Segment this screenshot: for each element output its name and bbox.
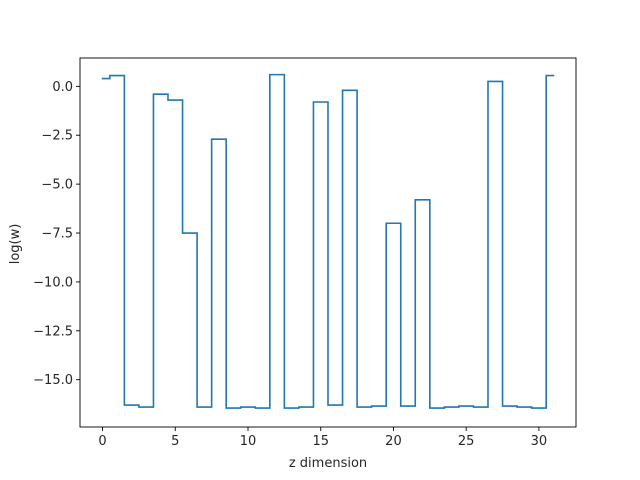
y-tick-label: −10.0 — [33, 275, 73, 290]
x-tick-label: 20 — [385, 434, 402, 449]
x-tick-label: 15 — [312, 434, 329, 449]
y-tick-label: 0.0 — [52, 80, 73, 95]
series-line-0 — [101, 73, 555, 409]
y-tick-label: −15.0 — [33, 373, 73, 388]
x-tick-label: 25 — [458, 434, 475, 449]
x-axis-label: z dimension — [289, 456, 367, 471]
x-tick-label: 30 — [531, 434, 548, 449]
y-tick-label: −7.5 — [41, 227, 73, 242]
x-tick-label: 5 — [171, 434, 179, 449]
x-tick-label: 0 — [98, 434, 106, 449]
y-axis-label: log(w) — [8, 224, 23, 265]
axes-frame — [79, 57, 577, 428]
y-tick-label: −12.5 — [33, 324, 73, 339]
y-tick-label: −5.0 — [41, 178, 73, 193]
x-tick-label: 10 — [240, 434, 257, 449]
y-tick-label: −2.5 — [41, 129, 73, 144]
plot-area: 0 5 10 15 20 25 30 0.0 −2.5 −5.0 −7.5 −10.0 −12.5 −15… — [33, 57, 577, 449]
